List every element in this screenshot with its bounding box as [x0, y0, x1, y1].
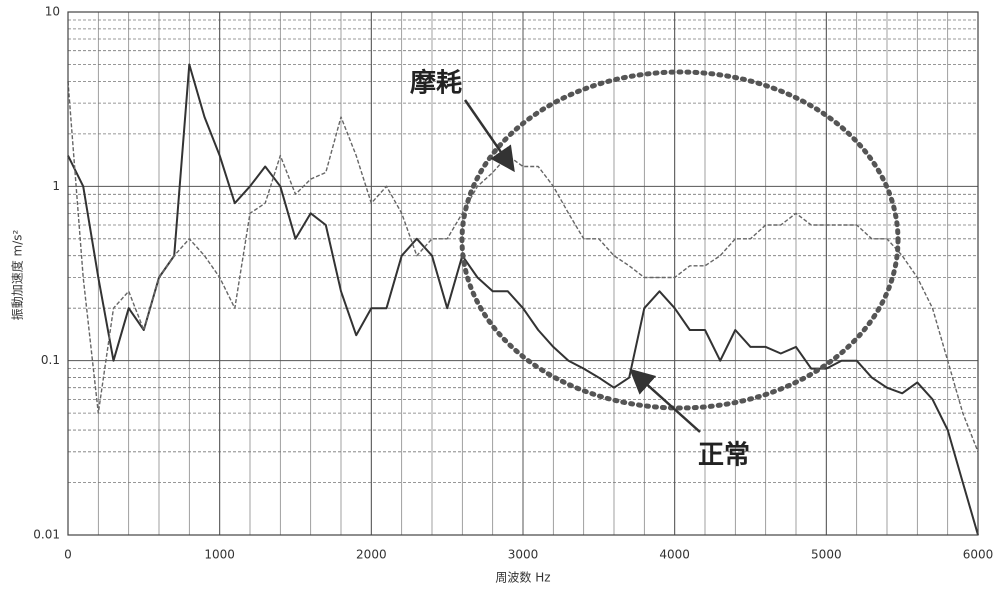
annotation: 摩耗 [410, 68, 462, 99]
x-tick-label: 6000 [963, 548, 994, 562]
highlight-ellipse [459, 69, 901, 411]
series-line [67, 63, 979, 536]
plot-frame [67, 11, 979, 536]
y-axis-label: 振動加速度 m/s² [10, 230, 25, 321]
arrow [629, 368, 701, 433]
x-tick-label: 3000 [508, 548, 539, 562]
x-tick-label: 0 [64, 548, 72, 562]
x-tick-label: 5000 [811, 548, 842, 562]
annotation: 正常 [698, 441, 750, 471]
x-tick-label: 4000 [659, 548, 690, 562]
y-tick-label: 0.1 [41, 353, 60, 367]
x-tick-label: 1000 [204, 548, 235, 562]
y-tick-label: 0.01 [33, 528, 60, 542]
grid [67, 11, 979, 536]
series-line [67, 81, 979, 453]
y-tick-label: 10 [45, 5, 60, 19]
y-tick-label: 1 [52, 179, 60, 193]
x-axis-label: 周波数 Hz [495, 570, 550, 585]
x-tick-label: 2000 [356, 548, 387, 562]
lines [67, 63, 979, 536]
arrow [463, 99, 515, 173]
